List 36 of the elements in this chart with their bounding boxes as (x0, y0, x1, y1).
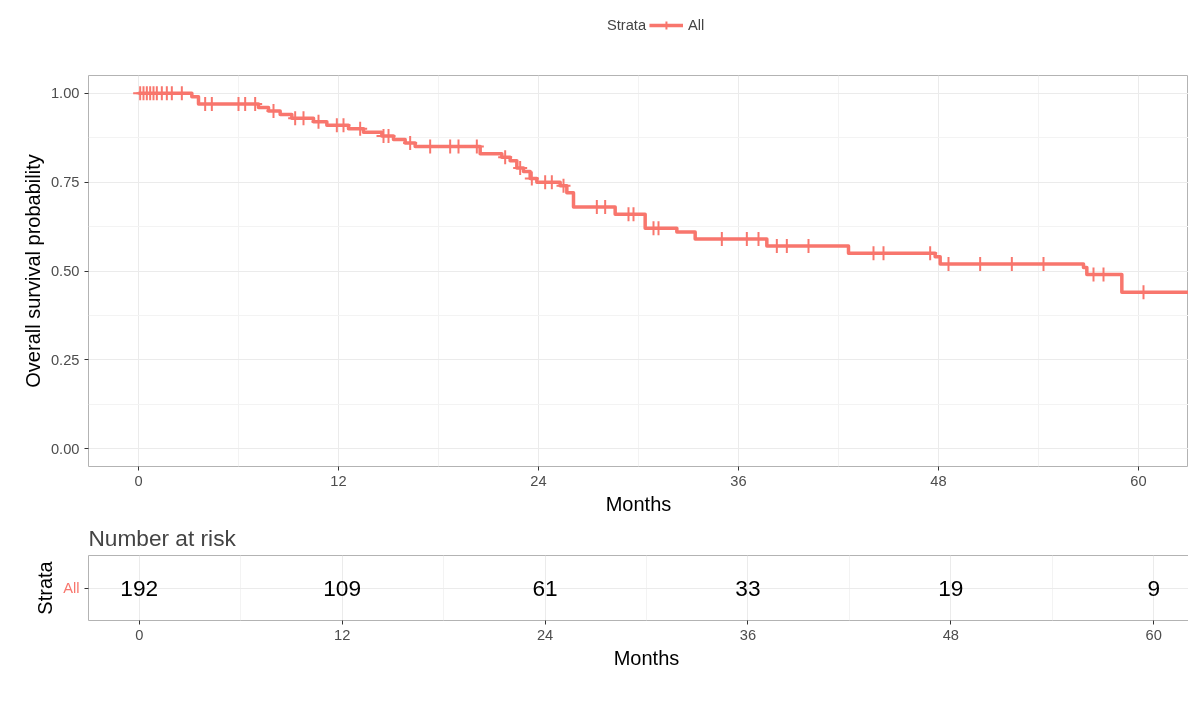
point (523, 170, 540, 187)
y-tick-label: 0.25 (50, 351, 80, 368)
legend-label: All (688, 17, 706, 33)
data-label: 19 (938, 574, 964, 601)
x-tick-label: 0 (134, 472, 143, 489)
y-tick-label: 0.50 (50, 263, 80, 279)
x-tick-label: 60 (1130, 472, 1147, 489)
x-tick-label: 0 (135, 626, 144, 643)
legend-title: Strata (606, 17, 647, 33)
y-tick-label: 1.00 (50, 85, 80, 102)
point (497, 149, 514, 166)
x-tick-label: 36 (739, 626, 757, 643)
point (555, 177, 572, 194)
point (512, 159, 529, 176)
x-axis-title: Months (613, 646, 680, 669)
y-tick-label: 0.75 (50, 174, 80, 191)
data-label: 9 (1147, 574, 1161, 601)
data-label: 192 (120, 574, 159, 601)
x-tick-label: 12 (330, 472, 347, 489)
data-label: 109 (323, 574, 362, 601)
x-tick-label: 24 (536, 626, 554, 643)
y-axis-title: Overall survival probability (21, 154, 44, 388)
data-label: 33 (735, 574, 761, 601)
chart-title: Number at risk (88, 524, 237, 551)
x-axis-title: Months (605, 492, 672, 515)
y-tick-label: All (63, 580, 80, 596)
x-tick-label: 24 (530, 472, 547, 489)
data-label: 61 (532, 574, 558, 601)
y-axis-title: Strata (34, 560, 57, 615)
x-tick-label: 48 (930, 472, 947, 489)
x-tick-label: 12 (333, 626, 351, 643)
x-tick-label: 48 (942, 626, 960, 643)
x-tick-label: 36 (730, 472, 747, 489)
point (402, 135, 419, 152)
x-tick-label: 60 (1145, 626, 1162, 643)
y-tick-label: 0.00 (50, 440, 80, 457)
